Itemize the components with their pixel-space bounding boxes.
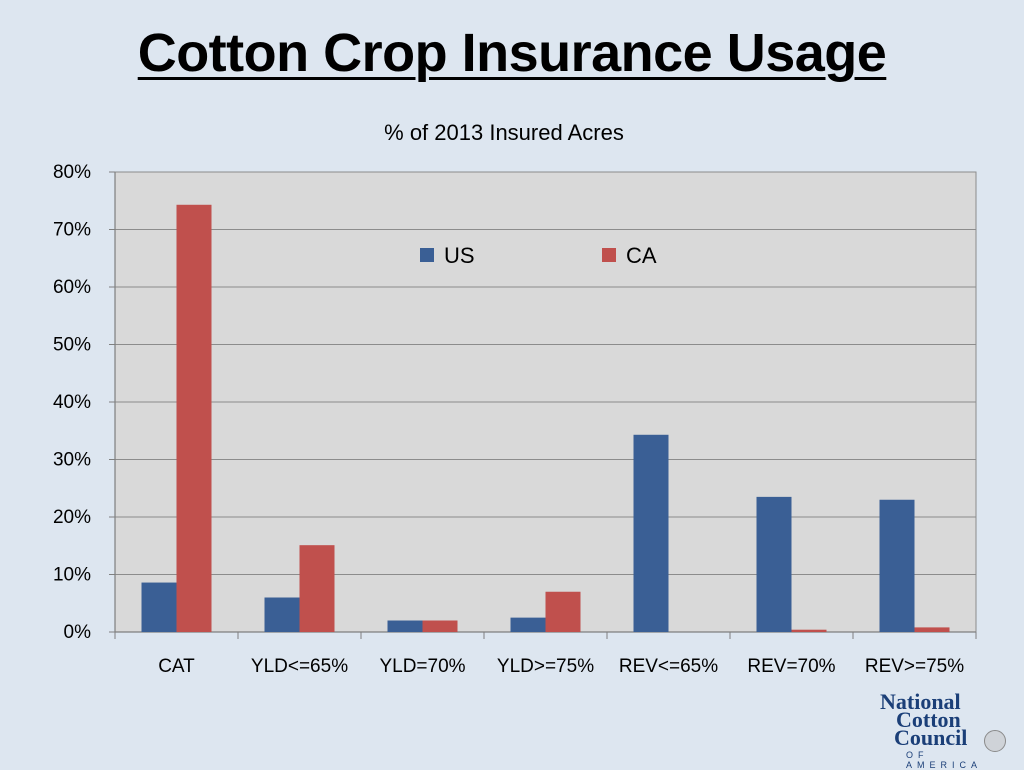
bar-ca — [914, 627, 950, 632]
y-tick-label: 60% — [53, 277, 91, 298]
bar-us — [141, 582, 177, 632]
bar-us — [633, 434, 669, 632]
bar-ca — [299, 545, 335, 632]
y-tick-label: 50% — [53, 335, 91, 356]
bar-us — [756, 496, 792, 632]
legend-label-us: US — [444, 243, 475, 268]
y-tick-label: 70% — [53, 220, 91, 241]
y-tick-label: 10% — [53, 565, 91, 586]
legend-swatch-us — [420, 248, 434, 262]
x-tick-label: YLD<=65% — [251, 656, 348, 677]
y-tick-label: 80% — [53, 162, 91, 183]
x-tick-label: CAT — [158, 656, 195, 677]
logo-line-council: Council — [894, 725, 968, 750]
y-tick-label: 20% — [53, 507, 91, 528]
bar-ca — [545, 591, 581, 632]
bar-ca — [176, 204, 212, 632]
bar-us — [510, 617, 546, 632]
national-cotton-council-logo: National Cotton Council OF AMERICA — [880, 689, 1010, 770]
logo-line-cotton: Cotton — [896, 707, 961, 732]
slide-title: Cotton Crop Insurance Usage — [137, 23, 887, 83]
logo-line-national: National — [880, 689, 961, 714]
x-tick-label: REV<=65% — [619, 656, 718, 677]
bar-us — [264, 597, 300, 632]
y-tick-label: 30% — [53, 450, 91, 471]
bar-ca — [422, 620, 458, 632]
y-tick-label: 40% — [53, 392, 91, 413]
chart-title: % of 2013 Insured Acres — [384, 120, 624, 145]
x-tick-label: YLD=70% — [379, 656, 465, 677]
seal-icon — [984, 730, 1006, 752]
bar-chart: 0% 10% 20% 30% 40% 50% 60% 70% 80% CAT YLD<=65% YLD… — [53, 162, 977, 677]
x-tick-label: REV>=75% — [865, 656, 964, 677]
logo-line-of-america: OF AMERICA — [906, 750, 983, 770]
legend-label-ca: CA — [626, 243, 657, 268]
x-tick-label: REV=70% — [747, 656, 835, 677]
bar-ca — [791, 629, 827, 632]
x-tick-label: YLD>=75% — [497, 656, 594, 677]
y-tick-label: 0% — [64, 622, 92, 643]
bar-us — [879, 499, 915, 632]
legend-swatch-ca — [602, 248, 616, 262]
bar-us — [387, 620, 423, 632]
